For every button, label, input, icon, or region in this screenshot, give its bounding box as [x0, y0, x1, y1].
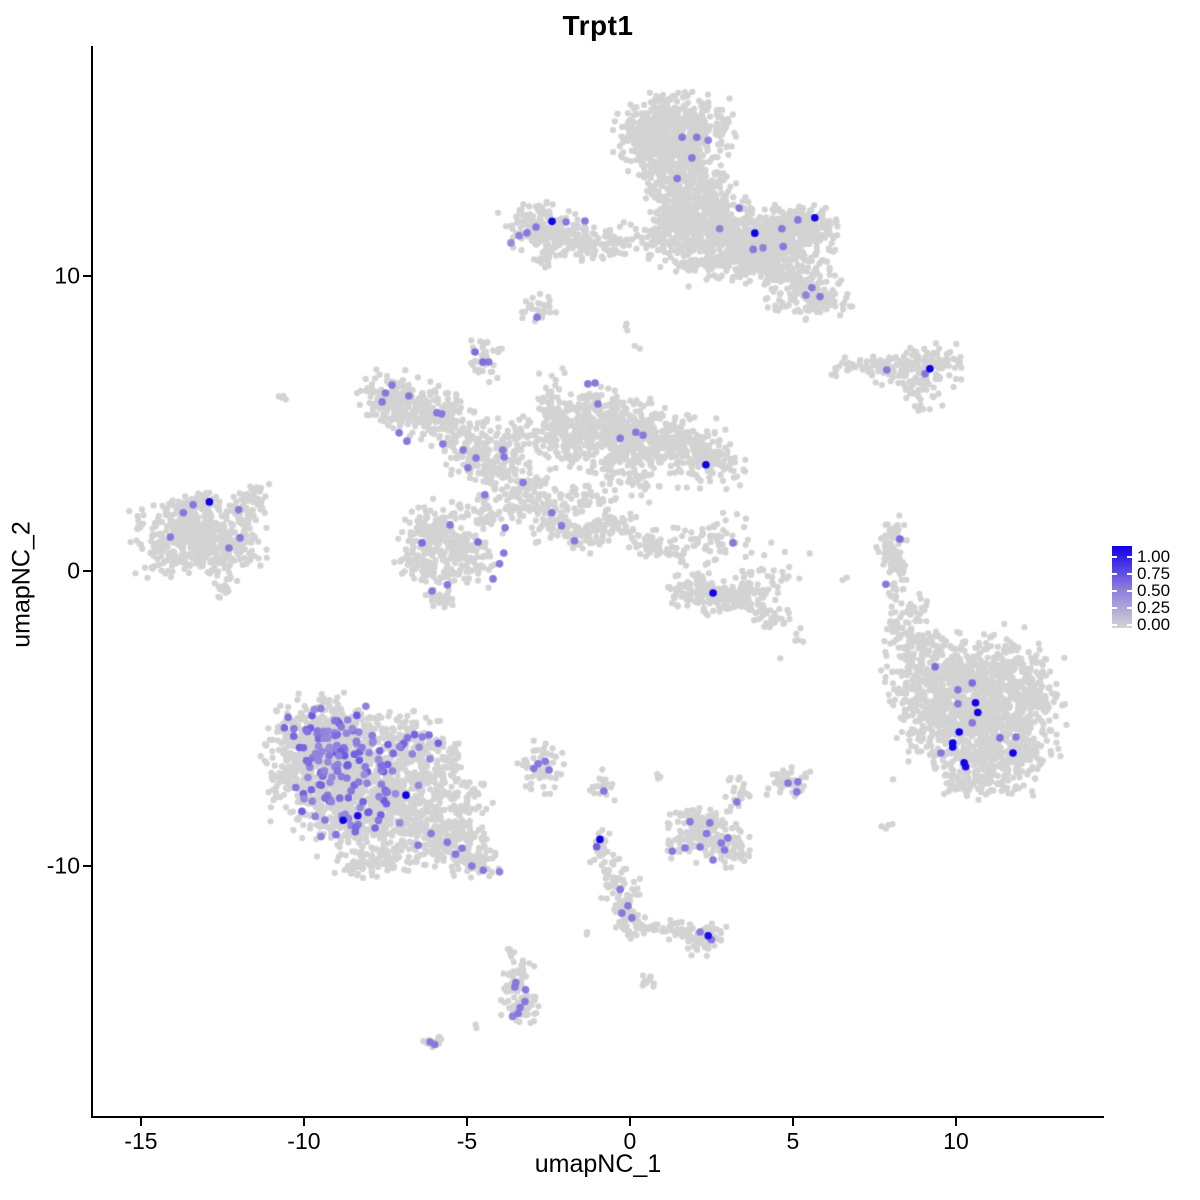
- legend-tick-mark: [1127, 607, 1132, 609]
- x-tick-mark: [791, 1118, 794, 1126]
- x-tick-label: -5: [456, 1128, 478, 1154]
- y-tick-mark: [83, 569, 91, 572]
- legend-tick-mark: [1112, 590, 1117, 592]
- x-axis-line: [91, 1116, 1104, 1118]
- legend-tick-mark: [1112, 556, 1117, 558]
- legend-tick-label: 0.25: [1137, 598, 1171, 617]
- legend-tick-mark: [1127, 624, 1132, 626]
- legend-tick-mark: [1112, 607, 1117, 609]
- x-tick-label: -10: [287, 1128, 321, 1154]
- x-tick-label: 5: [786, 1128, 800, 1154]
- y-tick-mark: [83, 864, 91, 867]
- y-tick-label: 10: [54, 262, 80, 289]
- y-tick-label: -10: [46, 852, 80, 879]
- y-tick-mark: [83, 274, 91, 277]
- legend-tick-label: 0.00: [1137, 615, 1171, 634]
- y-axis-line: [91, 46, 93, 1118]
- legend-tick-mark: [1112, 573, 1117, 575]
- x-tick-label: -15: [124, 1128, 158, 1154]
- legend-tick-mark: [1112, 624, 1117, 626]
- legend-tick-mark: [1127, 590, 1132, 592]
- legend-gradient-bar: [1112, 546, 1132, 628]
- y-tick-label: 0: [67, 557, 80, 584]
- x-tick-label: 10: [943, 1128, 969, 1154]
- x-tick-mark: [139, 1118, 142, 1126]
- x-tick-label: 0: [623, 1128, 637, 1154]
- legend-tick-label: 1.00: [1137, 547, 1171, 566]
- y-axis-label: umapNC_2: [7, 521, 36, 648]
- x-axis-label: umapNC_1: [534, 1150, 662, 1178]
- x-tick-mark: [465, 1118, 468, 1126]
- x-tick-mark: [954, 1118, 957, 1126]
- x-tick-mark: [628, 1118, 631, 1126]
- legend-tick-mark: [1127, 556, 1132, 558]
- plot-title: Trpt1: [562, 10, 634, 41]
- legend-tick-label: 0.50: [1137, 581, 1171, 600]
- x-tick-mark: [302, 1118, 305, 1126]
- legend-tick-label: 0.75: [1137, 564, 1171, 583]
- legend-tick-mark: [1127, 573, 1132, 575]
